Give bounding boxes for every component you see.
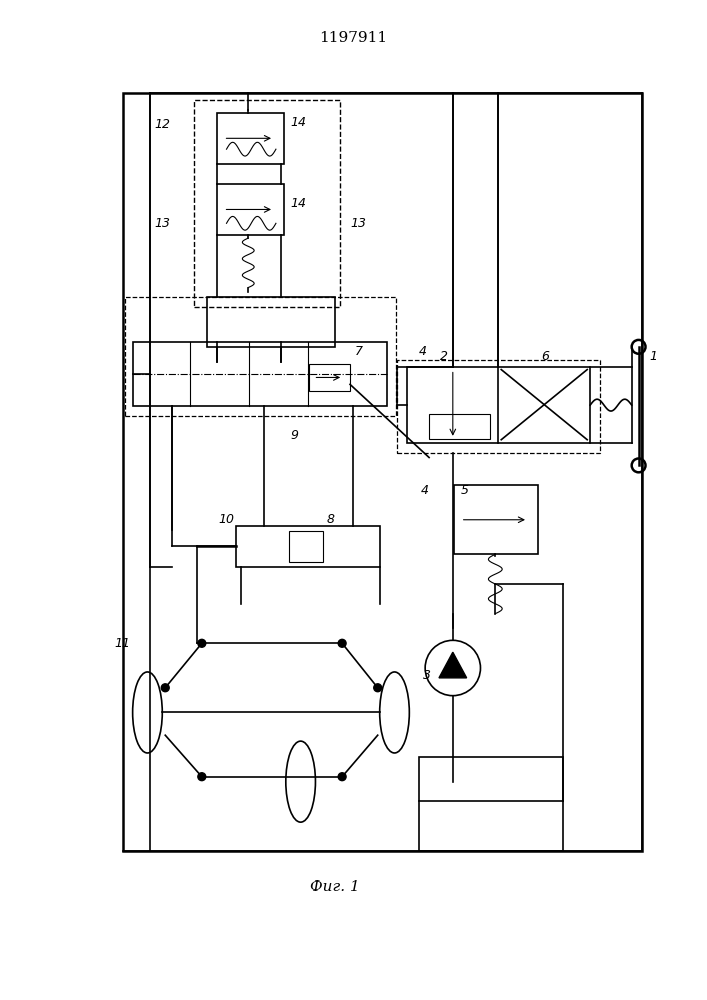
Circle shape xyxy=(338,639,346,647)
Bar xyxy=(308,364,350,391)
Text: 2: 2 xyxy=(440,350,448,363)
Circle shape xyxy=(198,773,206,781)
Text: 13: 13 xyxy=(350,217,366,230)
Circle shape xyxy=(374,684,382,692)
Circle shape xyxy=(161,684,169,692)
Text: 1: 1 xyxy=(650,350,658,363)
Bar xyxy=(397,360,600,453)
Bar xyxy=(123,93,641,851)
Text: 9: 9 xyxy=(291,429,299,442)
Text: 11: 11 xyxy=(115,637,131,650)
Bar xyxy=(194,100,340,307)
Text: 7: 7 xyxy=(355,345,363,358)
Bar xyxy=(419,757,563,801)
Text: 4: 4 xyxy=(421,484,429,497)
Text: Фиг. 1: Фиг. 1 xyxy=(310,880,360,894)
Text: 14: 14 xyxy=(291,197,307,210)
Bar xyxy=(216,113,284,164)
Bar xyxy=(216,184,284,235)
Text: 6: 6 xyxy=(542,350,550,363)
Text: 13: 13 xyxy=(154,217,170,230)
Text: 3: 3 xyxy=(423,669,431,682)
Polygon shape xyxy=(439,652,467,678)
Bar xyxy=(454,485,538,554)
Text: 14: 14 xyxy=(291,116,307,129)
Bar xyxy=(124,297,397,416)
Bar xyxy=(288,531,323,562)
Bar xyxy=(407,367,590,443)
Text: 8: 8 xyxy=(326,513,334,526)
Bar xyxy=(206,297,335,347)
Circle shape xyxy=(338,773,346,781)
Text: 10: 10 xyxy=(218,513,235,526)
Bar xyxy=(236,526,380,567)
Text: 12: 12 xyxy=(154,118,170,131)
Bar xyxy=(429,414,491,439)
Text: 4: 4 xyxy=(419,345,427,358)
Text: 5: 5 xyxy=(461,484,469,497)
Circle shape xyxy=(198,639,206,647)
Bar xyxy=(133,342,387,406)
Text: 1197911: 1197911 xyxy=(319,31,387,45)
